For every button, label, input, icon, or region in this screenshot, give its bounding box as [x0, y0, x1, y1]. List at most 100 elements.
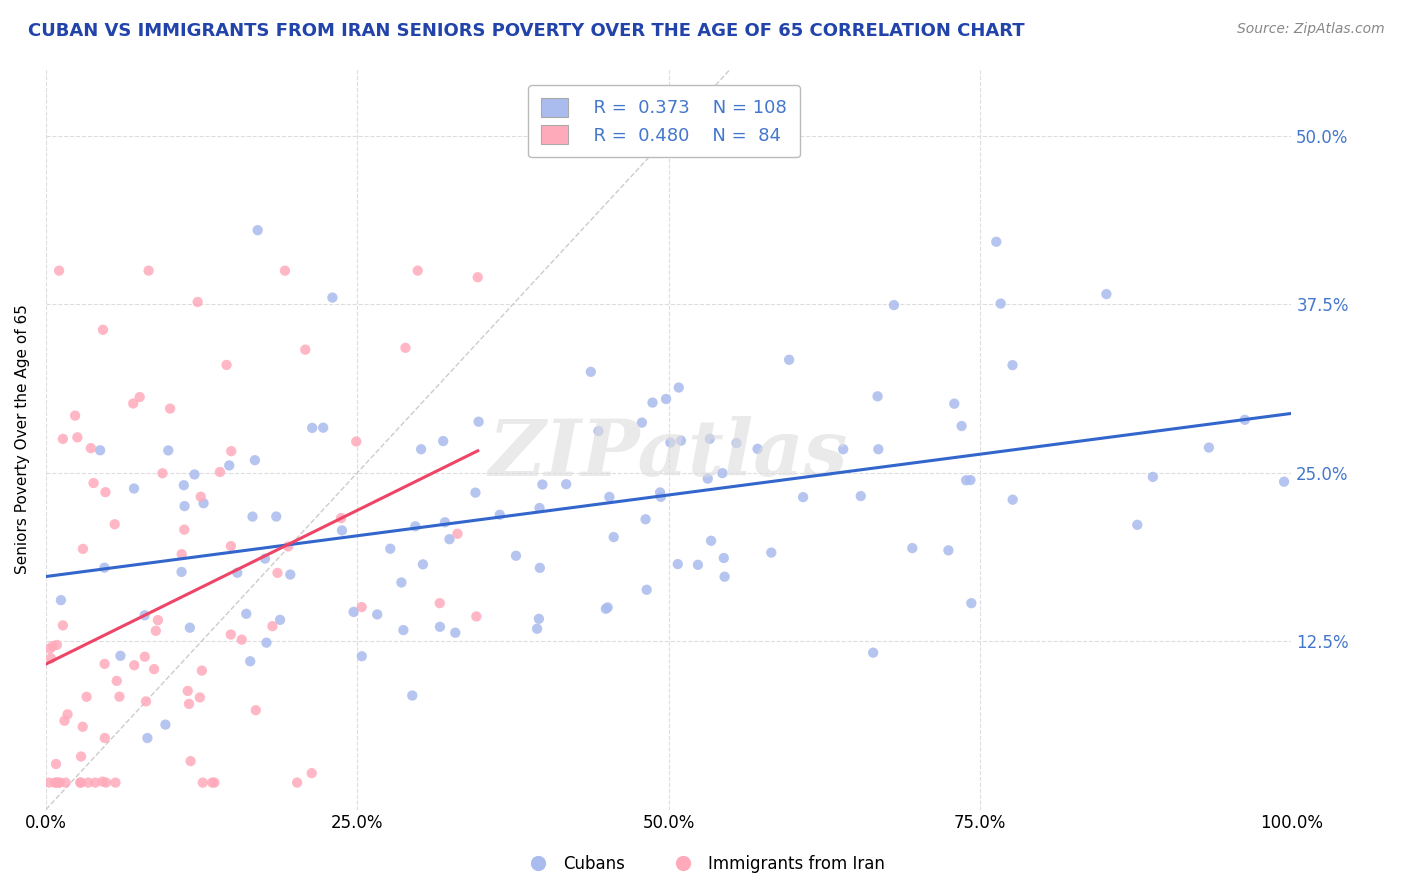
Point — [152, 467, 174, 481]
Point — [170, 565, 193, 579]
Point — [191, 664, 214, 678]
Point — [1126, 517, 1149, 532]
Point — [183, 467, 205, 482]
Point — [433, 516, 456, 530]
Point — [91, 323, 114, 337]
Point — [201, 775, 224, 789]
Point — [990, 296, 1012, 310]
Point — [366, 607, 388, 622]
Point — [77, 775, 100, 789]
Point — [1001, 358, 1024, 372]
Point — [143, 662, 166, 676]
Point — [278, 567, 301, 582]
Point — [529, 561, 551, 575]
Point — [596, 600, 619, 615]
Point — [155, 717, 177, 731]
Point — [80, 441, 103, 455]
Point — [69, 775, 91, 789]
Point — [464, 485, 486, 500]
Point — [190, 490, 212, 504]
Point — [128, 390, 150, 404]
Point — [202, 775, 225, 789]
Point — [104, 775, 127, 789]
Point — [246, 223, 269, 237]
Point — [350, 600, 373, 615]
Point — [439, 532, 461, 546]
Point — [180, 754, 202, 768]
Point — [122, 658, 145, 673]
Legend:   R =  0.373    N = 108,   R =  0.480    N =  84: R = 0.373 N = 108, R = 0.480 N = 84 — [529, 85, 800, 157]
Point — [406, 263, 429, 277]
Point — [955, 473, 977, 487]
Point — [659, 435, 682, 450]
Point — [631, 416, 654, 430]
Point — [72, 541, 94, 556]
Point — [72, 720, 94, 734]
Point — [235, 607, 257, 621]
Point — [666, 557, 689, 571]
Point — [226, 566, 249, 580]
Point — [883, 298, 905, 312]
Point — [219, 539, 242, 553]
Point — [849, 489, 872, 503]
Point — [243, 453, 266, 467]
Point — [792, 490, 814, 504]
Point — [138, 263, 160, 277]
Point — [56, 707, 79, 722]
Point — [105, 673, 128, 688]
Point — [242, 509, 264, 524]
Point — [177, 684, 200, 698]
Point — [380, 541, 402, 556]
Point — [48, 263, 70, 277]
Point — [122, 396, 145, 410]
Point — [527, 612, 550, 626]
Point — [122, 482, 145, 496]
Point — [636, 582, 658, 597]
Point — [231, 632, 253, 647]
Point — [595, 601, 617, 615]
Point — [467, 270, 489, 285]
Point — [330, 511, 353, 525]
Point — [215, 358, 238, 372]
Point — [465, 609, 488, 624]
Point — [170, 547, 193, 561]
Text: ZIPatlas: ZIPatlas — [489, 416, 848, 492]
Point — [668, 380, 690, 394]
Point — [392, 623, 415, 637]
Point — [467, 415, 489, 429]
Point — [1233, 413, 1256, 427]
Point — [409, 442, 432, 457]
Text: Source: ZipAtlas.com: Source: ZipAtlas.com — [1237, 22, 1385, 37]
Point — [83, 476, 105, 491]
Point — [159, 401, 181, 416]
Point — [188, 690, 211, 705]
Point — [262, 619, 284, 633]
Point — [55, 775, 77, 789]
Point — [648, 485, 671, 500]
Point — [868, 442, 890, 457]
Point — [191, 775, 214, 789]
Point — [63, 409, 86, 423]
Point — [401, 689, 423, 703]
Point — [219, 444, 242, 458]
Point — [134, 649, 156, 664]
Point — [959, 473, 981, 487]
Point — [157, 443, 180, 458]
Point — [1272, 475, 1295, 489]
Point — [218, 458, 240, 473]
Point — [193, 496, 215, 510]
Point — [41, 639, 63, 653]
Point — [761, 545, 783, 559]
Text: CUBAN VS IMMIGRANTS FROM IRAN SENIORS POVERTY OVER THE AGE OF 65 CORRELATION CHA: CUBAN VS IMMIGRANTS FROM IRAN SENIORS PO… — [28, 22, 1025, 40]
Point — [256, 635, 278, 649]
Point — [84, 775, 107, 789]
Point — [70, 749, 93, 764]
Point — [91, 774, 114, 789]
Point — [350, 649, 373, 664]
Point — [66, 430, 89, 444]
Point — [650, 490, 672, 504]
Point — [699, 432, 721, 446]
Point — [219, 627, 242, 641]
Point — [208, 465, 231, 479]
Point — [555, 477, 578, 491]
